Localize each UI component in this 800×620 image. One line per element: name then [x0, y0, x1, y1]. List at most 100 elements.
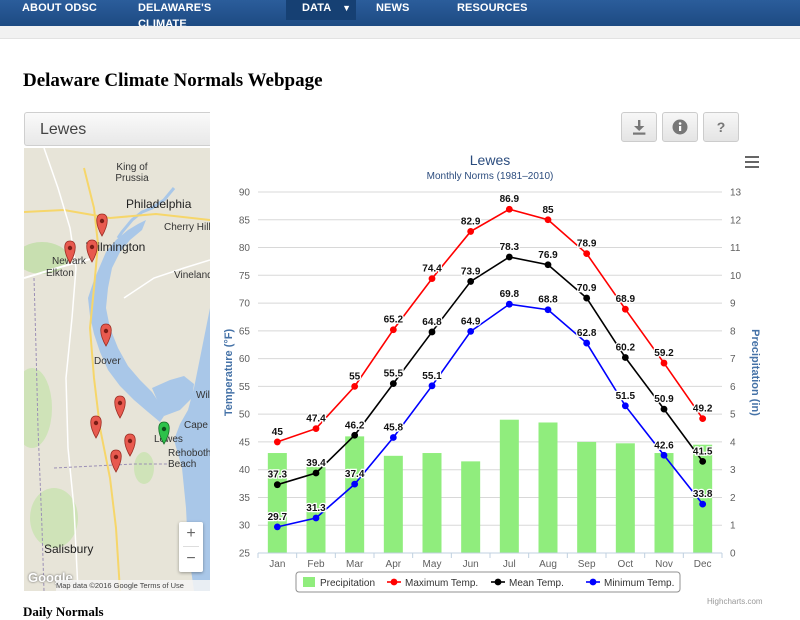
x-tick-label: Aug	[539, 559, 557, 570]
minimum-temp-point	[583, 339, 591, 347]
nav-item-data[interactable]: DATA ▼	[286, 0, 356, 20]
mean-temp-point	[389, 380, 397, 388]
nav-item-about-odsc[interactable]: ABOUT ODSC	[22, 0, 112, 20]
mean-temp-line	[277, 256, 704, 486]
y-left-axis-title: Temperature (°F)	[223, 329, 235, 417]
minimum-temp-point	[351, 480, 359, 488]
page-title: Delaware Climate Normals Webpage	[23, 70, 323, 91]
section-heading-daily-normals: Daily Normals	[23, 604, 104, 619]
download-icon	[633, 120, 646, 135]
help-button[interactable]: ?	[703, 112, 739, 142]
station-marker[interactable]	[96, 213, 108, 237]
legend-label: Minimum Temp.	[604, 578, 674, 589]
y-left-tick-label: 60	[239, 354, 251, 365]
maximum-temp-point	[467, 228, 475, 235]
mean-temp-point	[544, 261, 552, 269]
station-marker[interactable]	[64, 240, 76, 264]
mean-temp-point	[660, 405, 668, 413]
data-label: 31.3	[306, 503, 326, 514]
mean-temp-point	[273, 481, 281, 489]
data-label: 39.4	[306, 458, 326, 469]
y-left-tick-label: 90	[239, 188, 251, 199]
maximum-temp-point	[583, 250, 591, 258]
map-label-rehoboth-beach: Rehoboth Beach	[168, 448, 210, 470]
data-label: 46.2	[345, 420, 365, 431]
chevron-down-icon: ▼	[342, 3, 352, 13]
legend-label: Maximum Temp.	[405, 578, 478, 589]
station-select[interactable]: Lewes	[24, 112, 210, 146]
y-left-tick-label: 80	[239, 243, 251, 254]
data-label: 50.9	[654, 394, 674, 405]
y-right-tick-label: 0	[730, 549, 736, 560]
legend-symbol-marker	[390, 578, 398, 586]
minimum-temp-point	[428, 382, 436, 390]
x-tick-label: Apr	[386, 559, 402, 570]
zoom-out-button[interactable]: −	[186, 550, 196, 567]
download-button[interactable]	[621, 112, 657, 142]
map-canvas	[24, 148, 210, 591]
zoom-divider	[183, 546, 199, 547]
station-marker[interactable]	[124, 433, 136, 457]
station-marker[interactable]	[114, 395, 126, 419]
data-label: 62.8	[577, 328, 597, 339]
map-label-vineland: Vineland	[174, 270, 210, 281]
help-icon: ?	[716, 119, 726, 135]
x-tick-label: Nov	[655, 559, 673, 570]
chart-title: Lewes	[470, 152, 510, 168]
x-tick-label: Jan	[269, 559, 285, 570]
data-label: 41.5	[693, 446, 713, 457]
precipitation-bars	[267, 419, 713, 553]
legend-box	[295, 571, 681, 593]
station-marker-selected[interactable]	[158, 421, 170, 445]
station-marker[interactable]	[110, 449, 122, 473]
precipitation-bar	[693, 444, 713, 553]
nav-item-resources[interactable]: RESOURCES	[457, 0, 537, 20]
map-label-cherry-hill: Cherry Hill	[164, 222, 210, 233]
map-label-dover: Dover	[94, 356, 121, 367]
mean-temp-point	[351, 431, 359, 439]
station-marker[interactable]	[100, 323, 112, 347]
data-label: 78.3	[500, 242, 520, 253]
data-label: 86.9	[500, 194, 520, 205]
minimum-temp-line	[277, 303, 704, 528]
y-right-tick-label: 11	[730, 243, 741, 254]
x-tick-label: Mar	[346, 559, 364, 570]
temperature-lines	[273, 205, 707, 531]
minimum-temp-point	[621, 402, 629, 410]
precipitation-bar	[577, 441, 597, 553]
chart-credits[interactable]: Highcharts.com	[707, 597, 763, 606]
station-marker[interactable]	[86, 239, 98, 263]
station-marker[interactable]	[90, 415, 102, 439]
y-right-tick-label: 7	[730, 354, 736, 365]
chart-subtitle: Monthly Norms (1981–2010)	[427, 171, 554, 182]
y-right-tick-label: 9	[730, 299, 736, 310]
info-button[interactable]	[662, 112, 698, 142]
data-label: 37.3	[268, 470, 288, 481]
data-label: 69.8	[500, 289, 520, 300]
minimum-temp-point	[273, 523, 281, 531]
map-label-wilmington: Wilmington	[86, 240, 146, 254]
nav-item-news[interactable]: NEWS	[376, 0, 416, 20]
y-left-tick-label: 40	[239, 465, 251, 476]
maximum-temp-point	[621, 305, 629, 313]
nav-subband	[0, 26, 800, 39]
maximum-temp-point	[351, 382, 359, 390]
station-map[interactable]: King of Prussia Philadelphia Cherry Hill…	[24, 148, 210, 591]
y-left-tick-label: 65	[239, 326, 251, 337]
maximum-temp-line	[277, 208, 704, 443]
precipitation-bar	[345, 436, 365, 553]
mean-temp-point	[583, 294, 591, 302]
chart-menu-button[interactable]	[742, 152, 760, 170]
map-label-wild: Wild	[196, 390, 210, 401]
zoom-in-button[interactable]: +	[186, 525, 196, 542]
y-right-tick-label: 12	[730, 215, 742, 226]
minimum-temp-point	[467, 328, 475, 335]
data-label: 33.8	[693, 489, 713, 500]
data-label: 73.9	[461, 266, 481, 277]
nav-label: RESOURCES	[457, 2, 528, 14]
precipitation-bar	[615, 443, 635, 553]
legend-symbol-bar	[303, 577, 315, 587]
map-attribution[interactable]: Map data ©2016 Google Terms of Use	[56, 580, 210, 591]
station-markers	[64, 213, 170, 473]
precipitation-bar	[383, 455, 403, 553]
